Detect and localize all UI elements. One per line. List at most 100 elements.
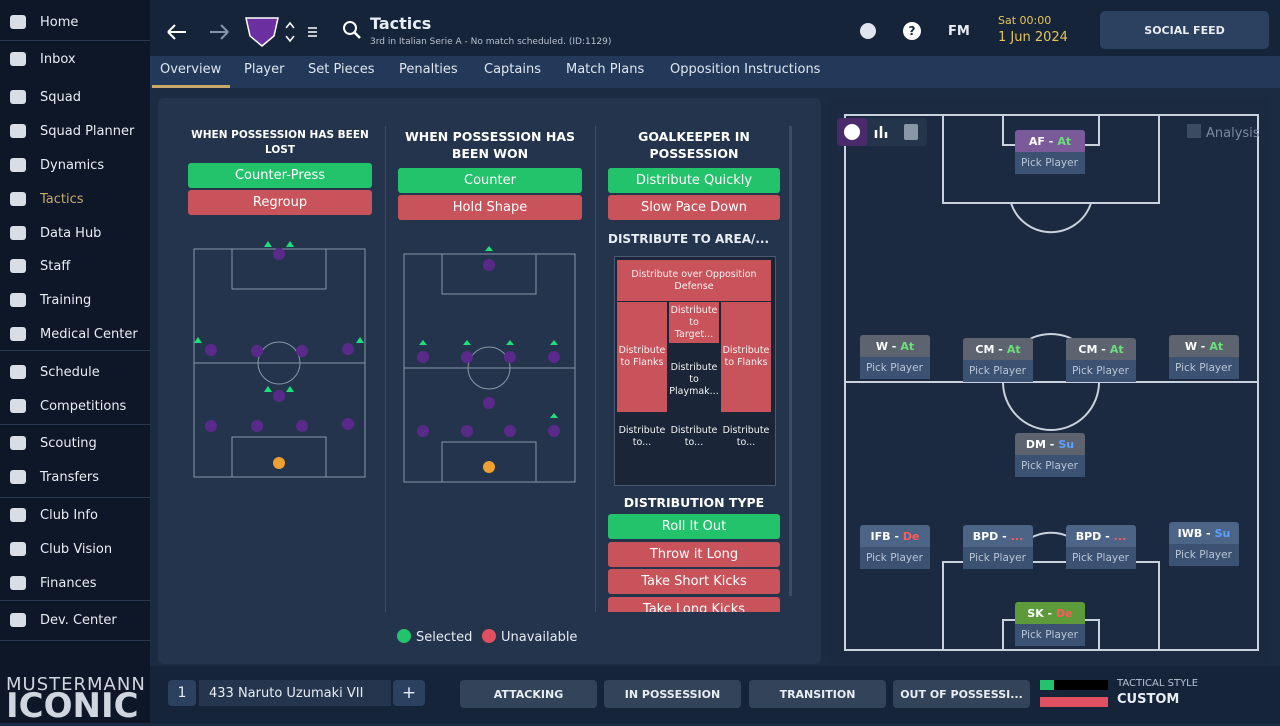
nav-item[interactable]: Staff — [0, 251, 150, 281]
nav-label: Squad Planner — [40, 123, 135, 139]
player-card[interactable]: IWB - Su Pick Player — [1169, 522, 1239, 566]
style-label: TACTICAL STYLE — [1117, 678, 1199, 689]
duty: De — [1056, 606, 1073, 620]
role[interactable]: IWB - Su — [1169, 522, 1239, 544]
nav-item[interactable]: Data Hub — [0, 218, 150, 248]
add-tactic[interactable]: + — [393, 680, 425, 706]
nav-item[interactable]: Tactics — [0, 184, 150, 214]
player-card[interactable]: DM - Su Pick Player — [1015, 433, 1085, 477]
player-card[interactable]: SK - De Pick Player — [1015, 602, 1085, 646]
nav-item[interactable]: Squad Planner — [0, 116, 150, 146]
distribution-zone[interactable]: Distribute to... — [670, 424, 718, 448]
tab[interactable]: Overview — [160, 62, 222, 77]
pick-player[interactable]: Pick Player — [1066, 360, 1136, 382]
nav-item[interactable]: Dynamics — [0, 150, 150, 180]
role[interactable]: IFB - De — [860, 525, 930, 547]
player-card[interactable]: W - At Pick Player — [860, 335, 930, 379]
tab-bar — [150, 56, 1280, 88]
option-button[interactable]: Slow Pace Down — [608, 195, 780, 220]
tab[interactable]: Penalties — [399, 62, 458, 77]
header: Tactics 3rd in Italian Serie A - No matc… — [150, 0, 1280, 56]
nav-item[interactable]: Club Info — [0, 500, 150, 530]
player-card[interactable]: BPD -... Pick Player — [963, 525, 1033, 569]
nav-item[interactable]: Club Vision — [0, 534, 150, 564]
distribution-zone[interactable]: Distribute over Opposition Defense — [617, 260, 771, 301]
nav-item[interactable]: Scouting — [0, 428, 150, 458]
nav-item[interactable]: Competitions — [0, 391, 150, 421]
tab[interactable]: Opposition Instructions — [670, 62, 821, 77]
player-card[interactable]: W - At Pick Player — [1169, 335, 1239, 379]
role[interactable]: AF - At — [1015, 130, 1085, 152]
nav-item[interactable]: Schedule — [0, 357, 150, 387]
tab[interactable]: Set Pieces — [308, 62, 375, 77]
role[interactable]: DM - Su — [1015, 433, 1085, 455]
social-feed-button[interactable]: SOCIAL FEED — [1100, 11, 1269, 49]
pick-player[interactable]: Pick Player — [1169, 544, 1239, 566]
option-button[interactable]: Take Short Kicks — [608, 569, 780, 594]
role[interactable]: BPD -... — [963, 525, 1033, 547]
tab[interactable]: Captains — [484, 62, 541, 77]
pick-player[interactable]: Pick Player — [1015, 455, 1085, 477]
pick-player[interactable]: Pick Player — [963, 547, 1033, 569]
distribution-zone[interactable]: Distribute to Flanks — [721, 302, 771, 412]
nav-icon — [10, 293, 26, 307]
tactic-slot[interactable]: 1 — [168, 680, 196, 706]
pick-player[interactable]: Pick Player — [1015, 624, 1085, 646]
player-card[interactable]: AF - At Pick Player — [1015, 130, 1085, 174]
nav-icon — [10, 470, 26, 484]
tab[interactable]: Player — [244, 62, 285, 77]
option-button[interactable]: Counter — [398, 168, 582, 193]
option-button[interactable]: Regroup — [188, 190, 372, 215]
tab[interactable]: Match Plans — [566, 62, 645, 77]
role-name: AF - — [1028, 134, 1054, 148]
pick-player[interactable]: Pick Player — [1169, 357, 1239, 379]
player-card[interactable]: IFB - De Pick Player — [860, 525, 930, 569]
analysis-button[interactable]: Analysis — [1206, 126, 1260, 141]
role[interactable]: SK - De — [1015, 602, 1085, 624]
option-button[interactable]: Distribute Quickly — [608, 168, 780, 193]
nav-item[interactable]: Training — [0, 285, 150, 315]
role[interactable]: W - At — [1169, 335, 1239, 357]
nav-item[interactable]: Medical Center — [0, 319, 150, 349]
phase-button[interactable]: ATTACKING — [460, 680, 597, 708]
distribute-area-title[interactable]: DISTRIBUTE TO AREA/... — [608, 232, 770, 246]
nav-item[interactable]: Finances — [0, 568, 150, 598]
role[interactable]: CM - At — [1066, 338, 1136, 360]
option-button[interactable]: Roll It Out — [608, 514, 780, 539]
phase-button[interactable]: IN POSSESSION — [604, 680, 741, 708]
option-button[interactable]: Hold Shape — [398, 195, 582, 220]
distribution-zone[interactable]: Distribute to... — [722, 424, 770, 448]
phase-button[interactable]: TRANSITION — [749, 680, 886, 708]
pick-player[interactable]: Pick Player — [963, 360, 1033, 382]
distribution-zone[interactable]: Distribute to Flanks — [617, 302, 667, 412]
phase-button[interactable]: OUT OF POSSESSI... — [893, 680, 1030, 708]
pick-player[interactable]: Pick Player — [860, 357, 930, 379]
option-button[interactable]: Throw it Long — [608, 541, 780, 567]
player-card[interactable]: CM - At Pick Player — [1066, 338, 1136, 382]
option-button[interactable]: Take Long Kicks — [608, 596, 780, 612]
player-card[interactable]: CM - At Pick Player — [963, 338, 1033, 382]
role[interactable]: CM - At — [963, 338, 1033, 360]
player-card[interactable]: BPD -... Pick Player — [1066, 525, 1136, 569]
nav-icon — [10, 192, 26, 206]
role[interactable]: BPD -... — [1066, 525, 1136, 547]
tab-underline — [152, 85, 230, 88]
scrollbar[interactable] — [789, 126, 792, 596]
distribution-zone[interactable]: Distribute to Target... — [669, 302, 719, 343]
nav-item[interactable]: Squad — [0, 82, 150, 112]
role[interactable]: W - At — [860, 335, 930, 357]
tactic-name[interactable]: 433 Naruto Uzumaki VII — [199, 680, 391, 706]
pick-player[interactable]: Pick Player — [1066, 547, 1136, 569]
nav-item[interactable]: Transfers — [0, 462, 150, 492]
nav-item[interactable]: Inbox — [0, 44, 150, 74]
pick-player[interactable]: Pick Player — [860, 547, 930, 569]
distribution-zone[interactable]: Distribute to Playmak... — [669, 361, 719, 397]
nav-item[interactable]: Dev. Center — [0, 605, 150, 635]
option-button[interactable]: Counter-Press — [188, 163, 372, 188]
role-name: BPD - — [972, 529, 1007, 543]
pick-player[interactable]: Pick Player — [1015, 152, 1085, 174]
style-value[interactable]: CUSTOM — [1117, 692, 1180, 707]
nav-item[interactable]: Home — [0, 7, 150, 37]
fm-label[interactable]: FM — [948, 24, 970, 39]
distribution-zone[interactable]: Distribute to... — [618, 424, 666, 448]
